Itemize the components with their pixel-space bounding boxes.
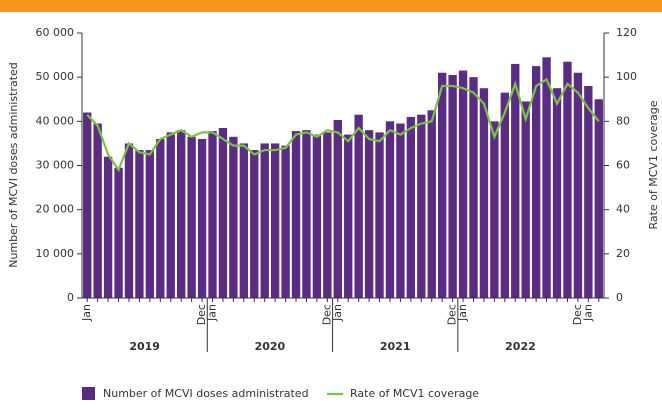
y-tick-label: 0 <box>67 291 74 304</box>
legend-label: Rate of MCV1 coverage <box>350 387 479 400</box>
y-axis-label: Number of MCVI doses administrated <box>7 62 20 268</box>
x-tick-label: Jan <box>331 304 344 322</box>
coverage-line <box>86 77 600 173</box>
bar <box>344 134 353 298</box>
bar <box>239 143 248 298</box>
year-label: 2019 <box>129 340 160 353</box>
bar <box>93 123 102 299</box>
bar <box>177 130 186 298</box>
bar <box>281 145 290 298</box>
bar <box>260 143 269 298</box>
bar <box>166 132 175 298</box>
y2-tick-label: 20 <box>616 247 630 260</box>
bar <box>375 132 384 298</box>
x-tick-label: Dec <box>571 304 584 325</box>
bar <box>500 92 509 298</box>
bar <box>354 114 363 298</box>
y2-tick-label: 120 <box>616 26 637 39</box>
year-label: 2022 <box>505 340 536 353</box>
bar <box>458 70 468 299</box>
bar <box>594 99 603 298</box>
y-tick-label: 50 000 <box>36 70 75 83</box>
x-tick-label: Dec <box>320 304 333 325</box>
bar <box>250 150 259 298</box>
bar <box>187 136 196 298</box>
year-label: 2020 <box>255 340 286 353</box>
y2-axis-label: Rate of MCV1 coverage <box>647 100 660 229</box>
bar <box>531 66 541 298</box>
legend-label: Number of MCVI doses administrated <box>103 387 309 400</box>
x-tick-label: Jan <box>80 304 93 322</box>
bar <box>364 130 374 298</box>
bar <box>417 114 426 298</box>
x-tick-label: Jan <box>581 304 594 322</box>
y-tick-label: 30 000 <box>36 159 75 172</box>
y2-tick-label: 80 <box>616 114 630 127</box>
x-tick-label: Jan <box>456 304 469 322</box>
bar <box>333 120 342 298</box>
bar <box>124 143 134 298</box>
bar <box>448 74 457 298</box>
bar <box>573 72 583 298</box>
y-tick-label: 20 000 <box>36 203 75 216</box>
bar <box>218 127 228 298</box>
y2-tick-label: 0 <box>616 291 623 304</box>
y2-tick-label: 40 <box>616 203 630 216</box>
y-tick-label: 10 000 <box>36 247 75 260</box>
bar <box>145 150 155 298</box>
bar <box>438 72 447 298</box>
bar <box>469 77 478 299</box>
bar <box>103 156 113 298</box>
bar <box>291 131 301 298</box>
bar <box>479 88 489 298</box>
bar <box>552 88 562 298</box>
x-tick-label: Dec <box>446 304 459 325</box>
bar <box>156 139 165 298</box>
x-tick-label: Jan <box>206 304 219 322</box>
y2-tick-label: 100 <box>616 70 637 83</box>
y2-tick-label: 60 <box>616 159 630 172</box>
bar <box>135 150 144 298</box>
bar <box>396 123 405 299</box>
year-label: 2021 <box>380 340 411 353</box>
bar <box>114 167 123 298</box>
top-band <box>0 0 662 12</box>
bar <box>427 110 436 299</box>
bar <box>584 86 593 298</box>
bar <box>312 134 322 298</box>
bar <box>197 139 207 298</box>
bar <box>563 61 572 299</box>
x-tick-label: Dec <box>195 304 208 325</box>
bar <box>385 121 395 298</box>
bar <box>542 57 551 298</box>
y-tick-label: 40 000 <box>36 114 75 127</box>
y-tick-label: 60 000 <box>36 26 75 39</box>
legend-swatch <box>82 387 95 400</box>
bar <box>490 121 499 298</box>
bar <box>302 130 311 298</box>
bar <box>521 101 530 298</box>
bar <box>406 116 416 299</box>
bar <box>83 112 92 298</box>
bar <box>511 63 520 298</box>
bar <box>208 131 217 298</box>
bar <box>229 136 238 298</box>
bar <box>323 132 332 298</box>
bar <box>270 143 280 298</box>
